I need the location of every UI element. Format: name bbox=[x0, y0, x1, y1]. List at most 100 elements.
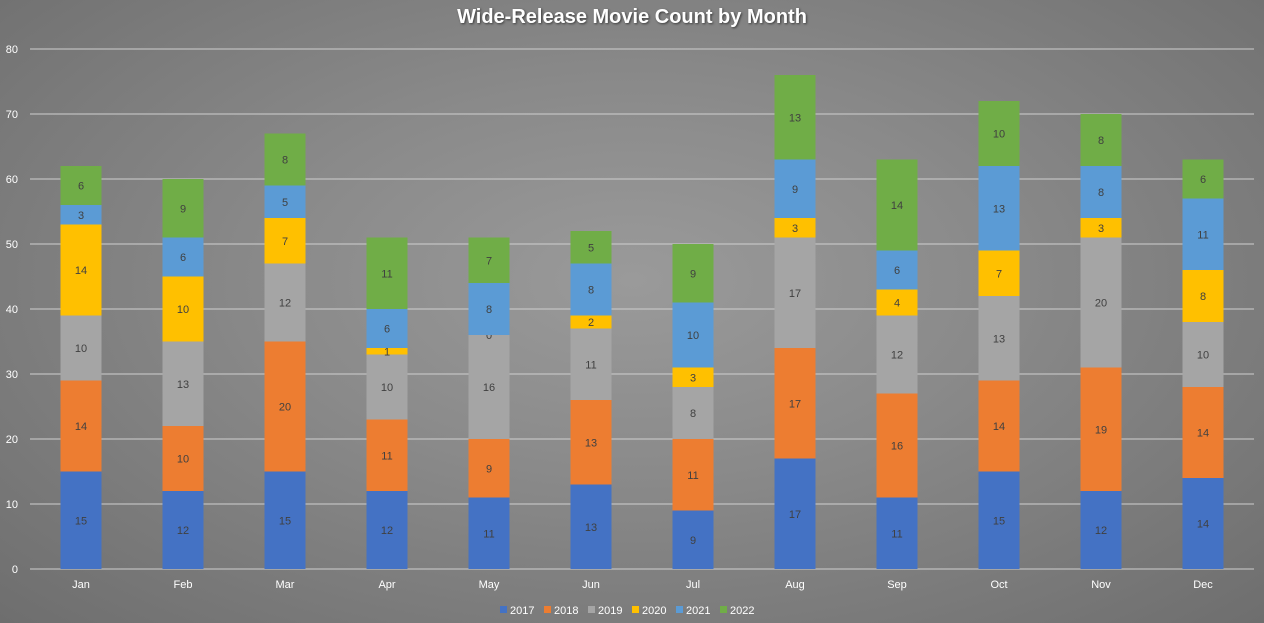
legend-swatch-2018 bbox=[544, 606, 551, 613]
bar-segment-2021-Jan bbox=[60, 205, 102, 225]
bar-segment-2021-Dec bbox=[1182, 198, 1224, 270]
data-label-2018-Oct: 14 bbox=[993, 421, 1005, 433]
bar-segment-2021-Nov bbox=[1080, 166, 1122, 218]
bar-segment-2021-Jul bbox=[672, 302, 714, 368]
bar-segment-2017-Apr bbox=[366, 491, 408, 569]
bar-segment-2018-Oct bbox=[978, 380, 1020, 472]
x-tick-label: Sep bbox=[887, 579, 907, 591]
bar-segment-2017-Feb bbox=[162, 491, 204, 569]
bar-segment-2019-Mar bbox=[264, 263, 306, 342]
bar-segment-2020-Jan bbox=[60, 224, 102, 316]
data-label-2022-Jan: 6 bbox=[78, 181, 84, 193]
data-label-2022-Sep: 14 bbox=[891, 200, 903, 212]
data-label-2018-Apr: 11 bbox=[381, 450, 392, 462]
bar-segment-2018-Dec bbox=[1182, 387, 1224, 478]
data-label-2018-May: 9 bbox=[486, 463, 492, 475]
bar-segment-2018-Sep bbox=[876, 393, 918, 498]
bar-segment-2022-Dec bbox=[1182, 159, 1224, 199]
bar-segment-2018-Apr bbox=[366, 419, 408, 491]
data-label-2020-May: 0 bbox=[486, 330, 492, 342]
data-label-2019-Nov: 20 bbox=[1095, 298, 1107, 310]
bar-segment-2020-Dec bbox=[1182, 270, 1224, 322]
data-label-2021-May: 8 bbox=[486, 304, 492, 316]
bar-segment-2022-Apr bbox=[366, 237, 408, 309]
legend-swatch-2019 bbox=[588, 606, 595, 613]
x-tick-label: Dec bbox=[1193, 579, 1213, 591]
legend-label-2021: 2021 bbox=[686, 605, 710, 617]
x-tick-label: May bbox=[479, 579, 500, 591]
bar-segment-2020-Jul bbox=[672, 367, 714, 387]
x-tick-label: Jun bbox=[582, 579, 600, 591]
bar-segment-2018-Jan bbox=[60, 380, 102, 472]
data-label-2020-Nov: 3 bbox=[1098, 223, 1104, 235]
data-label-2019-Apr: 10 bbox=[381, 382, 393, 394]
data-label-2020-Aug: 3 bbox=[792, 223, 798, 235]
bar-segment-2022-Aug bbox=[774, 75, 816, 160]
data-label-2021-Jul: 10 bbox=[687, 330, 699, 342]
data-label-2017-Apr: 12 bbox=[381, 525, 393, 537]
data-label-2020-Oct: 7 bbox=[996, 268, 1002, 280]
bar-segment-2017-Dec bbox=[1182, 478, 1224, 569]
legend-label-2017: 2017 bbox=[510, 605, 534, 617]
chart-title: Wide-Release Movie Count by Month bbox=[457, 6, 807, 28]
y-tick-label: 60 bbox=[6, 174, 18, 186]
bar-segment-2018-Aug bbox=[774, 348, 816, 459]
data-label-2017-Jul: 9 bbox=[690, 535, 696, 547]
data-label-2021-Feb: 6 bbox=[180, 252, 186, 264]
bar-segment-2020-Nov bbox=[1080, 218, 1122, 238]
legend: 2017 2018 2019 2020 2021 2022 bbox=[500, 605, 754, 617]
bar-segment-2017-May bbox=[468, 497, 510, 569]
data-label-2019-Jan: 10 bbox=[75, 343, 87, 355]
bar-segment-2020-Oct bbox=[978, 250, 1020, 296]
data-label-2021-Dec: 11 bbox=[1197, 229, 1208, 241]
bar-segment-2022-Jul bbox=[672, 244, 714, 303]
data-label-2022-Mar: 8 bbox=[282, 155, 288, 167]
legend-swatch-2020 bbox=[632, 606, 639, 613]
bar-segment-2019-Jul bbox=[672, 387, 714, 439]
data-label-2018-Jun: 13 bbox=[585, 437, 597, 449]
data-label-2017-Sep: 11 bbox=[891, 528, 902, 540]
data-label-2019-Sep: 12 bbox=[891, 350, 903, 362]
bar-segment-2017-Aug bbox=[774, 458, 816, 569]
data-label-2019-May: 16 bbox=[483, 382, 495, 394]
bar-segment-2018-Mar bbox=[264, 341, 306, 472]
legend-label-2022: 2022 bbox=[730, 605, 754, 617]
bar-segment-2022-May bbox=[468, 237, 510, 283]
data-label-2019-Jun: 11 bbox=[585, 359, 596, 371]
bar-segment-2017-Jan bbox=[60, 471, 102, 569]
y-tick-label: 40 bbox=[6, 304, 18, 316]
data-label-2017-May: 11 bbox=[483, 528, 494, 540]
bar-segment-2022-Feb bbox=[162, 179, 204, 238]
y-tick-label: 50 bbox=[6, 239, 18, 251]
bar-segment-2017-Nov bbox=[1080, 491, 1122, 569]
y-tick-label: 20 bbox=[6, 434, 18, 446]
bar-segment-2019-Nov bbox=[1080, 237, 1122, 368]
data-label-2017-Oct: 15 bbox=[993, 515, 1005, 527]
data-label-2021-Oct: 13 bbox=[993, 203, 1005, 215]
data-label-2022-Jul: 9 bbox=[690, 268, 696, 280]
bar-segment-2017-Mar bbox=[264, 471, 306, 569]
data-label-2018-Feb: 10 bbox=[177, 454, 189, 466]
data-label-2022-Nov: 8 bbox=[1098, 135, 1104, 147]
y-tick-label: 70 bbox=[6, 109, 18, 121]
bar-segment-2020-Jun bbox=[570, 315, 612, 329]
legend-swatch-2021 bbox=[676, 606, 683, 613]
x-tick-label: Apr bbox=[378, 579, 395, 591]
data-label-2021-Aug: 9 bbox=[792, 184, 798, 196]
x-tick-label: Feb bbox=[174, 579, 193, 591]
x-tick-label: Oct bbox=[990, 579, 1007, 591]
y-tick-label: 0 bbox=[12, 564, 18, 576]
legend-swatch-2017 bbox=[500, 606, 507, 613]
data-label-2018-Jan: 14 bbox=[75, 421, 87, 433]
bar-segment-2022-Mar bbox=[264, 133, 306, 186]
bar-segment-2020-Mar bbox=[264, 218, 306, 264]
bar-segment-2018-May bbox=[468, 439, 510, 498]
bar-segment-2019-May bbox=[468, 335, 510, 439]
legend-swatch-2022 bbox=[720, 606, 727, 613]
bars: 1514101436121013106915201275812111016111… bbox=[60, 75, 1224, 569]
data-label-2019-Dec: 10 bbox=[1197, 350, 1209, 362]
gridlines bbox=[30, 48, 1254, 570]
data-label-2022-Apr: 11 bbox=[381, 268, 392, 280]
